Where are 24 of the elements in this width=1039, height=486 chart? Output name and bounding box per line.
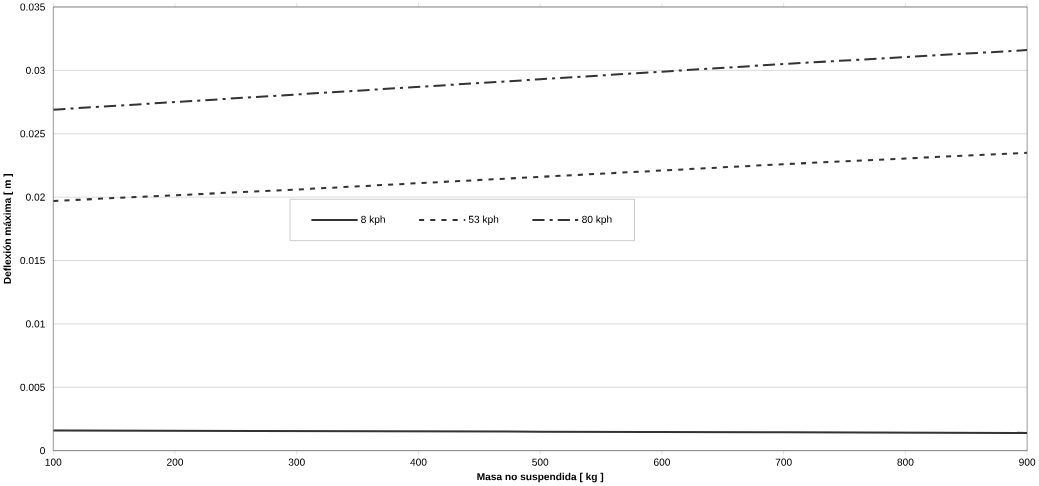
line-series [53,49,1028,111]
y-tick-label: 0.03 [25,66,45,75]
legend-label: 53 kph [468,215,499,226]
y-axis-title: Deflexión máxima [ m ] [3,174,13,284]
x-tick-label: 500 [532,458,549,466]
line-series [53,151,1028,203]
legend-label: 8 kph [361,215,385,226]
legend-label: 80 kph [582,215,612,226]
x-tick-label: 200 [167,458,184,466]
y-tick-label: 0 [40,447,45,455]
x-tick-label: 800 [897,458,914,466]
y-tick-label: 0.01 [25,320,45,328]
y-tick-label: 0.02 [25,193,45,201]
x-tick-label: 300 [288,458,305,466]
y-tick-label: 0.005 [20,383,45,392]
x-tick-label: 900 [1019,458,1036,466]
x-tick-label: 100 [45,458,62,466]
x-tick-label: 700 [775,458,792,466]
y-tick-label: 0.025 [20,130,45,138]
x-tick-label: 400 [410,458,427,466]
x-tick-label: 600 [653,458,671,466]
x-axis-title: Masa no suspendida [ kg ] [477,472,604,483]
y-tick-label: 0.035 [20,3,45,11]
y-tick-label: 0.015 [20,257,45,265]
